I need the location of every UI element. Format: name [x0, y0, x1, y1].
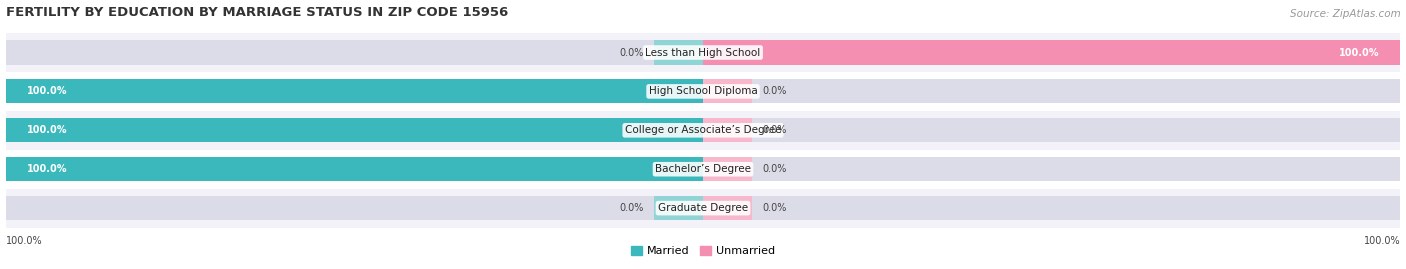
Bar — [703, 157, 752, 181]
Text: 0.0%: 0.0% — [619, 203, 644, 213]
Bar — [6, 189, 1400, 228]
Text: 100.0%: 100.0% — [1339, 48, 1379, 58]
Text: 0.0%: 0.0% — [762, 86, 787, 96]
Bar — [6, 157, 703, 181]
Text: High School Diploma: High School Diploma — [648, 86, 758, 96]
Bar — [654, 40, 703, 65]
Bar — [6, 157, 1400, 181]
Bar — [6, 79, 1400, 104]
Bar — [6, 111, 1400, 150]
Bar — [6, 72, 1400, 111]
Text: 100.0%: 100.0% — [27, 86, 67, 96]
Text: 100.0%: 100.0% — [27, 164, 67, 174]
Bar — [6, 196, 1400, 220]
Text: Graduate Degree: Graduate Degree — [658, 203, 748, 213]
Bar — [6, 150, 1400, 189]
Text: 0.0%: 0.0% — [619, 48, 644, 58]
Text: College or Associate’s Degree: College or Associate’s Degree — [624, 125, 782, 135]
Text: Bachelor’s Degree: Bachelor’s Degree — [655, 164, 751, 174]
Text: 0.0%: 0.0% — [762, 164, 787, 174]
Text: 0.0%: 0.0% — [762, 125, 787, 135]
Bar — [654, 196, 703, 220]
Text: 100.0%: 100.0% — [1364, 236, 1400, 246]
Text: FERTILITY BY EDUCATION BY MARRIAGE STATUS IN ZIP CODE 15956: FERTILITY BY EDUCATION BY MARRIAGE STATU… — [6, 6, 508, 19]
Bar — [6, 118, 1400, 142]
Bar — [6, 118, 703, 142]
Legend: Married, Unmarried: Married, Unmarried — [627, 242, 779, 261]
Text: Source: ZipAtlas.com: Source: ZipAtlas.com — [1289, 9, 1400, 19]
Text: 0.0%: 0.0% — [762, 203, 787, 213]
Bar — [703, 196, 752, 220]
Text: 100.0%: 100.0% — [6, 236, 42, 246]
Bar — [6, 79, 703, 104]
Text: 100.0%: 100.0% — [27, 125, 67, 135]
Bar — [703, 118, 752, 142]
Bar — [703, 79, 752, 104]
Text: Less than High School: Less than High School — [645, 48, 761, 58]
Bar — [6, 33, 1400, 72]
Bar — [703, 40, 1400, 65]
Bar — [6, 40, 1400, 65]
